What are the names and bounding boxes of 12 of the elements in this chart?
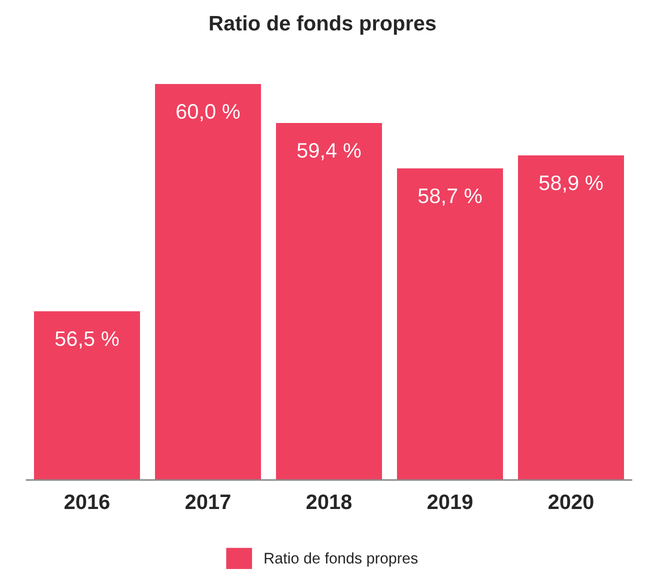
data-label: 59,4 %: [297, 143, 361, 160]
data-label: 58,7 %: [418, 188, 482, 206]
x-tick-label: 2018: [306, 494, 352, 510]
data-label: 58,9 %: [539, 175, 603, 193]
legend-label: Ratio de fonds propres: [264, 552, 418, 567]
data-label: 56,5 %: [55, 331, 119, 348]
x-tick-label: 2020: [548, 494, 594, 510]
x-tick-label: 2017: [186, 494, 230, 510]
chart-title: Ratio de fonds propres: [210, 15, 436, 35]
x-tick-label: 2019: [428, 494, 472, 510]
data-label: 60,0 %: [176, 104, 240, 122]
x-tick-label: 2016: [64, 494, 110, 510]
